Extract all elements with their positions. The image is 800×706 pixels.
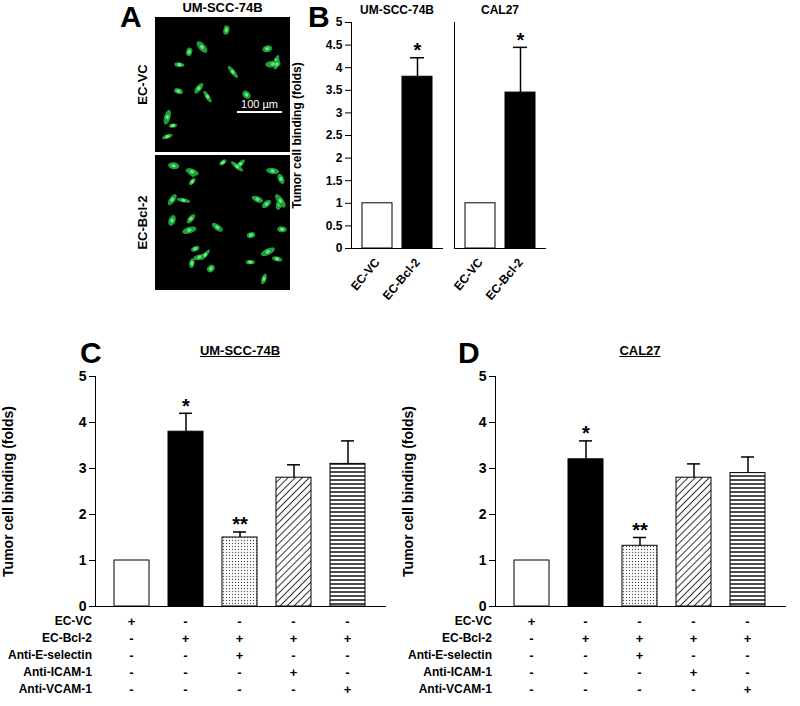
html-text:B: B [308, 0, 330, 33]
svg-text:0: 0 [79, 598, 87, 614]
svg-text:1: 1 [336, 196, 343, 210]
svg-text:0: 0 [479, 598, 487, 614]
html-text:EC-VC: EC-VC [454, 614, 492, 628]
svg-text:**: ** [232, 513, 248, 535]
svg-text:*: * [182, 395, 190, 417]
svg-text:UM-SCC-74B: UM-SCC-74B [182, 0, 262, 15]
svg-text:3.5: 3.5 [326, 83, 343, 97]
svg-text:2: 2 [336, 151, 343, 165]
svg-text:4: 4 [336, 61, 343, 75]
html-text:D: D [458, 336, 480, 369]
svg-text:*: * [414, 39, 422, 61]
html-text:UM-SCC-74B: UM-SCC-74B [199, 343, 281, 358]
svg-text:**: ** [632, 519, 648, 541]
svg-text:4: 4 [479, 414, 487, 430]
svg-text:0.5: 0.5 [326, 219, 343, 233]
svg-text:1: 1 [79, 552, 87, 568]
svg-text:*: * [517, 29, 525, 51]
svg-text:EC-Bcl-2: EC-Bcl-2 [483, 255, 526, 303]
svg-text:EC-Bcl-2: EC-Bcl-2 [380, 255, 423, 303]
svg-text:*: * [582, 422, 590, 444]
html-text:EC-Bcl-2: EC-Bcl-2 [42, 631, 92, 645]
svg-text:5: 5 [79, 368, 87, 384]
svg-text:3: 3 [79, 460, 87, 476]
html-text:Anti-VCAM-1: Anti-VCAM-1 [418, 682, 492, 696]
svg-text:3: 3 [479, 460, 487, 476]
svg-text:Tumor cell binding (folds): Tumor cell binding (folds) [290, 62, 304, 208]
svg-text:EC-VC: EC-VC [451, 255, 486, 293]
svg-text:EC-Bcl-2: EC-Bcl-2 [135, 195, 150, 249]
html-text:Anti-ICAM-1: Anti-ICAM-1 [423, 665, 492, 679]
html-text:EC-Bcl-2: EC-Bcl-2 [442, 631, 492, 645]
html-text:C: C [80, 336, 102, 369]
svg-text:4.5: 4.5 [326, 38, 343, 52]
svg-text:EC-VC: EC-VC [348, 255, 383, 293]
html-text:A: A [120, 0, 142, 33]
svg-text:EC-VC: EC-VC [135, 64, 150, 105]
svg-text:5: 5 [336, 15, 343, 29]
svg-text:0: 0 [336, 241, 343, 255]
html-text:Anti-E-selectin: Anti-E-selectin [408, 648, 492, 662]
svg-text:2.5: 2.5 [326, 128, 343, 142]
svg-text:2: 2 [479, 506, 487, 522]
html-text:Anti-E-selectin: Anti-E-selectin [8, 648, 92, 662]
html-text:EC-VC: EC-VC [54, 614, 92, 628]
svg-text:CAL27: CAL27 [481, 3, 519, 17]
html-text:Anti-VCAM-1: Anti-VCAM-1 [18, 682, 92, 696]
html-text:Anti-ICAM-1: Anti-ICAM-1 [23, 665, 92, 679]
svg-text:Tumor cell binding (folds): Tumor cell binding (folds) [0, 406, 16, 577]
svg-text:1: 1 [479, 552, 487, 568]
svg-text:1.5: 1.5 [326, 174, 343, 188]
svg-text:UM-SCC-74B: UM-SCC-74B [360, 3, 434, 17]
html-text:CAL27: CAL27 [619, 343, 661, 358]
svg-text:Tumor cell binding (folds): Tumor cell binding (folds) [400, 406, 416, 577]
svg-text:4: 4 [79, 414, 87, 430]
svg-text:2: 2 [79, 506, 87, 522]
svg-text:5: 5 [479, 368, 487, 384]
svg-text:3: 3 [336, 106, 343, 120]
svg-text:100 µm: 100 µm [241, 98, 278, 110]
